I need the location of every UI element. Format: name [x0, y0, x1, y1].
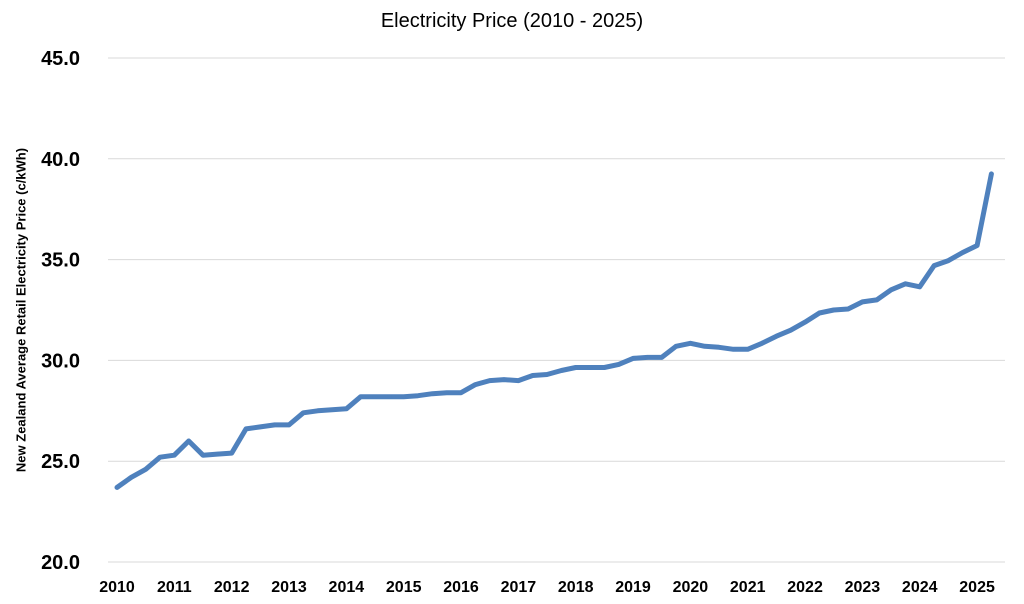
y-tick-label: 40.0 — [41, 149, 80, 171]
x-tick-labels: 2010 2011 2012 2013 2014 2015 2016 2017 2018 2019… — [99, 579, 995, 596]
data-point — [473, 382, 478, 387]
data-point — [215, 451, 220, 457]
data-point — [788, 328, 793, 333]
x-tick-label: 2016 — [443, 579, 479, 596]
x-tick-label: 2021 — [730, 579, 766, 596]
data-point — [114, 485, 120, 490]
data-point — [444, 390, 449, 395]
y-tick-label: 45.0 — [41, 48, 80, 70]
data-point — [573, 365, 578, 370]
series-layer — [114, 171, 994, 490]
data-point — [946, 258, 951, 263]
x-tick-label: 2010 — [99, 579, 135, 596]
data-point — [544, 372, 550, 377]
y-tick-label: 20.0 — [41, 552, 80, 574]
data-point — [487, 378, 492, 383]
y-tick-label: 25.0 — [41, 451, 80, 473]
data-point — [731, 347, 736, 352]
gridlines — [108, 57, 1005, 563]
y-tick-label: 35.0 — [41, 250, 80, 272]
data-point — [272, 422, 277, 428]
data-point — [802, 319, 808, 325]
x-tick-label: 2023 — [845, 579, 881, 596]
data-point — [974, 243, 980, 248]
x-tick-label: 2014 — [329, 579, 365, 596]
x-tick-label: 2020 — [673, 579, 709, 596]
data-point — [172, 453, 177, 458]
data-point — [874, 297, 879, 303]
data-point — [301, 410, 306, 415]
data-point — [659, 355, 664, 360]
x-tick-label: 2019 — [615, 579, 651, 596]
data-point — [645, 355, 650, 360]
x-tick-label: 2025 — [959, 579, 995, 596]
data-point — [860, 299, 865, 305]
data-point — [530, 373, 535, 378]
y-tick-labels: 20.0 25.0 30.0 35.0 40.0 45.0 — [41, 48, 80, 574]
data-point — [372, 394, 378, 399]
data-point — [329, 407, 335, 412]
data-point — [315, 408, 320, 413]
x-tick-label: 2018 — [558, 579, 594, 596]
data-point — [931, 263, 937, 268]
chart-title: Electricity Price (2010 - 2025) — [380, 10, 644, 32]
data-point — [157, 455, 163, 460]
data-point — [344, 406, 349, 411]
data-point — [401, 394, 406, 399]
data-point — [630, 356, 636, 361]
data-point — [903, 281, 908, 286]
data-point — [516, 378, 521, 383]
data-point — [229, 450, 234, 456]
data-point — [200, 453, 206, 458]
data-point — [688, 341, 693, 346]
data-point — [602, 365, 607, 370]
data-point — [774, 334, 779, 339]
data-point — [243, 426, 249, 432]
data-point — [501, 377, 507, 382]
x-tick-label: 2012 — [214, 579, 250, 596]
data-point — [358, 394, 363, 399]
data-point — [745, 347, 750, 352]
data-point — [831, 307, 836, 313]
data-point — [960, 250, 965, 255]
data-point — [286, 422, 292, 428]
data-point — [430, 391, 435, 396]
data-point — [616, 362, 621, 367]
y-tick-label: 30.0 — [41, 350, 80, 372]
data-point — [888, 287, 894, 292]
data-point — [587, 365, 593, 370]
x-tick-label: 2013 — [271, 579, 307, 596]
data-point — [258, 424, 263, 430]
data-point — [415, 393, 421, 398]
data-point — [143, 467, 148, 472]
x-tick-label: 2024 — [902, 579, 938, 596]
data-point — [817, 310, 822, 316]
data-point — [989, 171, 994, 177]
data-point — [917, 284, 922, 289]
data-point — [129, 475, 134, 480]
series-line — [114, 171, 994, 490]
data-point — [458, 390, 464, 395]
x-tick-label: 2022 — [787, 579, 823, 596]
data-point — [716, 345, 722, 350]
x-tick-label: 2017 — [501, 579, 537, 596]
x-tick-label: 2015 — [386, 579, 422, 596]
data-point — [387, 394, 392, 399]
data-point — [186, 438, 191, 444]
data-point — [673, 344, 679, 349]
data-point — [702, 344, 707, 349]
data-point — [759, 341, 765, 346]
x-tick-label: 2011 — [157, 579, 192, 596]
data-point — [845, 306, 851, 312]
data-point — [559, 368, 564, 373]
